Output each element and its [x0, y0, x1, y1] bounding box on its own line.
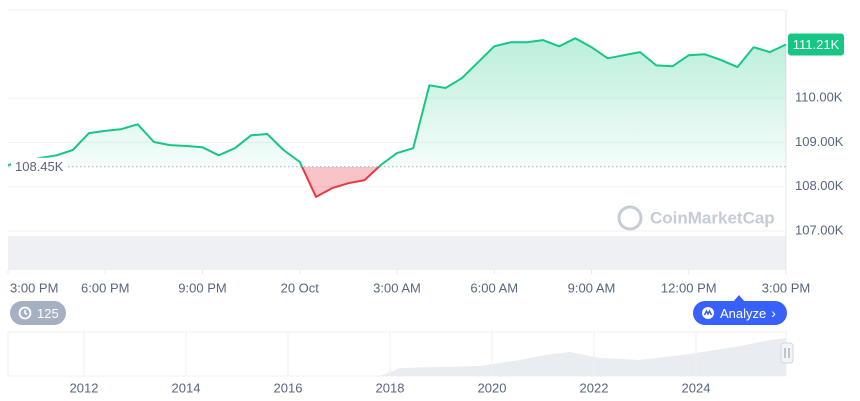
- analyze-pointer: [733, 295, 745, 302]
- y-tick-label: 108.00K: [795, 178, 844, 193]
- x-tick-label: 6:00 PM: [81, 280, 129, 295]
- x-tick-label: 3:00 PM: [762, 280, 810, 295]
- y-tick-label: 107.00K: [795, 222, 844, 237]
- baseline-label-bg: [11, 157, 67, 176]
- chevron: ›: [771, 305, 776, 321]
- history-count: 125: [37, 305, 59, 321]
- x-tick-label: 20 Oct: [281, 280, 320, 295]
- volume-band: [8, 236, 786, 270]
- x-tick-label: 3:00 PM: [10, 280, 58, 295]
- navigator-year: 2022: [580, 380, 609, 395]
- navigator-handle[interactable]: [780, 342, 794, 364]
- x-tick-label: 12:00 PM: [661, 280, 717, 295]
- navigator-year: 2020: [478, 380, 507, 395]
- price-line: [7, 37, 787, 198]
- history-icon: [18, 306, 32, 320]
- navigator-year: 2014: [172, 380, 201, 395]
- x-tick-label: 3:00 AM: [373, 280, 421, 295]
- analyze-label: Analyze: [720, 305, 767, 321]
- x-tick-label: 9:00 PM: [178, 280, 226, 295]
- baseline-label: 108.45K: [15, 159, 64, 174]
- analyze-button[interactable]: Analyze ›: [693, 301, 787, 325]
- analyze-icon: [702, 307, 714, 319]
- y-tick-label: 110.00K: [795, 90, 843, 105]
- navigator-year: 2018: [376, 380, 405, 395]
- history-button[interactable]: 125: [10, 301, 66, 325]
- navigator-year: 2016: [274, 380, 303, 395]
- watermark-logo: [617, 205, 643, 231]
- area-fill: [8, 38, 786, 197]
- x-tick-label: 6:00 AM: [470, 280, 518, 295]
- current-price-badge: [788, 33, 844, 56]
- navigator-area: [8, 338, 786, 376]
- navigator-year: 2012: [70, 380, 99, 395]
- watermark-text: CoinMarketCap: [650, 208, 775, 227]
- watermark: CoinMarketCap: [617, 205, 775, 231]
- current-price-label: 111.21K: [793, 37, 840, 52]
- navigator-year: 2024: [682, 380, 711, 395]
- y-tick-label: 109.00K: [795, 134, 844, 149]
- x-tick-label: 9:00 AM: [568, 280, 616, 295]
